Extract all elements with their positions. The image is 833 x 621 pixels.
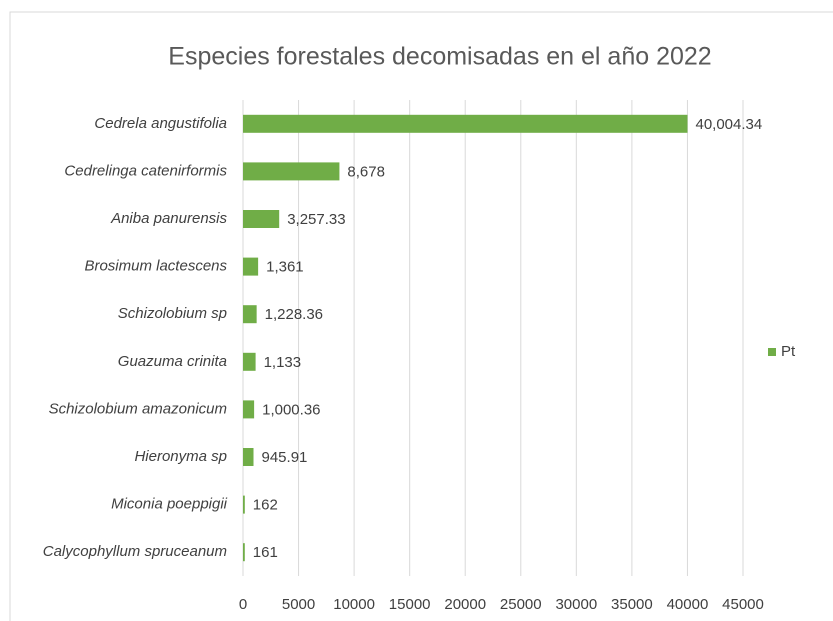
data-label: 1,133 [264,354,302,371]
x-tick-label: 30000 [555,596,597,613]
bar [243,543,245,562]
bar [243,352,256,371]
bar [243,210,280,228]
y-tick-label: Schizolobium amazonicum [49,400,227,417]
x-tick-label: 15000 [389,596,431,613]
legend-swatch [768,348,776,356]
y-tick-label: Calycophyllum spruceanum [43,543,227,560]
data-label: 8,678 [347,163,385,180]
y-tick-label: Hieronyma sp [134,448,227,465]
x-tick-label: 10000 [333,596,375,613]
y-tick-label: Cedrela angustifolia [94,115,227,132]
x-tick-label: 35000 [611,596,653,613]
bar [243,305,257,324]
data-label: 162 [253,497,278,514]
chart-title: Especies forestales decomisadas en el añ… [168,43,711,71]
y-tick-label: Schizolobium sp [118,305,227,322]
x-tick-label: 45000 [722,596,764,613]
bar [243,400,255,419]
y-tick-label: Miconia poeppigii [111,496,228,513]
data-label: 3,257.33 [287,211,345,228]
bar [243,114,688,133]
data-label: 1,000.36 [262,401,320,418]
chart-frame [9,11,833,621]
data-label: 1,361 [266,259,304,276]
data-label: 40,004.34 [695,116,762,133]
data-label: 1,228.36 [265,306,323,323]
x-tick-label: 0 [239,596,247,613]
bar [243,448,254,466]
x-tick-label: 5000 [282,596,315,613]
y-tick-label: Brosimum lactescens [84,258,227,275]
bar [243,257,259,276]
y-tick-label: Cedrelinga catenirformis [64,162,227,179]
y-tick-label: Guazuma crinita [118,353,227,370]
x-tick-label: 40000 [667,596,709,613]
x-tick-label: 20000 [444,596,486,613]
legend-label: Pt [781,343,796,360]
data-label: 945.91 [262,449,308,466]
y-tick-label: Aniba panurensis [110,210,227,227]
bar [243,495,245,514]
bar [243,162,340,181]
data-label: 161 [253,544,278,561]
x-tick-label: 25000 [500,596,542,613]
